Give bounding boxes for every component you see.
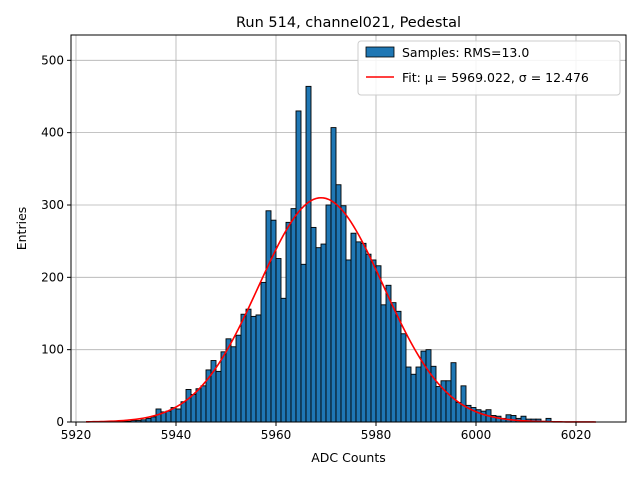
histogram-bar (295, 110, 302, 423)
histogram-bar (410, 373, 417, 423)
histogram-bar (350, 232, 357, 423)
x-tick-label: 5920 (61, 428, 92, 442)
y-tick-label: 500 (41, 53, 64, 67)
histogram-bar (305, 85, 312, 423)
x-tick-label: 6000 (461, 428, 492, 442)
histogram-bar (145, 417, 152, 423)
histogram-bar (280, 297, 287, 423)
histogram-bar (220, 351, 227, 423)
histogram-bar (400, 333, 407, 423)
legend: Samples: RMS=13.0 Fit: μ = 5969.022, σ =… (357, 40, 621, 96)
histogram-bar (480, 410, 487, 423)
histogram-bar (320, 243, 327, 423)
legend-box (357, 40, 621, 96)
y-tick-label: 0 (56, 415, 64, 429)
fit-curve (85, 196, 597, 423)
histogram-bar (285, 221, 292, 423)
y-axis-label: Entries (14, 207, 29, 251)
histogram-bar (335, 184, 342, 423)
histogram-bar (395, 310, 402, 423)
y-axis-ticks: 0 100 200 300 400 500 (41, 53, 71, 429)
plot-frame (70, 34, 627, 423)
histogram-bar (390, 302, 397, 423)
histogram-bar (250, 315, 257, 423)
histogram-bar (265, 210, 272, 423)
histogram-bar (505, 414, 512, 423)
y-tick-label: 100 (41, 343, 64, 357)
histogram-bar (290, 208, 297, 423)
histogram-bar (180, 401, 187, 423)
histogram-bar (255, 314, 262, 423)
histogram-bar (190, 394, 197, 423)
histogram-bar (405, 366, 412, 423)
histogram-bar (340, 205, 347, 423)
histogram-bar (360, 242, 367, 423)
histogram-bar (240, 313, 247, 423)
histogram-bar (200, 385, 207, 423)
histogram-bar (455, 402, 462, 423)
histogram-bar (375, 265, 382, 423)
histogram-bar (230, 346, 237, 423)
histogram-bar (175, 408, 182, 423)
histogram-bar (245, 308, 252, 423)
histogram-bar (150, 416, 157, 423)
legend-samples-label: Samples: RMS=13.0 (402, 45, 529, 60)
histogram-bar (345, 259, 352, 423)
y-tick-label: 400 (41, 126, 64, 140)
histogram-bar (260, 281, 267, 423)
x-tick-label: 5960 (261, 428, 292, 442)
histogram-bar (380, 304, 387, 423)
y-tick-label: 200 (41, 270, 64, 284)
histogram-bars (120, 85, 552, 423)
histogram-bar (365, 253, 372, 423)
histogram-bar (415, 366, 422, 423)
x-axis-label: ADC Counts (311, 450, 386, 465)
histogram-bar (165, 410, 172, 423)
legend-fit-label: Fit: μ = 5969.022, σ = 12.476 (402, 70, 589, 85)
histogram-bar (330, 127, 337, 423)
histogram-bar (445, 380, 452, 423)
x-tick-label: 5980 (361, 428, 392, 442)
histogram-bar (355, 241, 362, 423)
x-axis-ticks: 5920 5940 5960 5980 6000 6020 (61, 422, 592, 442)
legend-samples-swatch (365, 46, 395, 58)
histogram-bar (275, 258, 282, 423)
histogram-bar (235, 334, 242, 423)
histogram-bar (215, 370, 222, 423)
histogram-bar (195, 388, 202, 423)
histogram-bar (300, 263, 307, 423)
histogram-bar (370, 259, 377, 423)
y-tick-label: 300 (41, 198, 64, 212)
histogram-bar (425, 349, 432, 423)
x-tick-label: 6020 (561, 428, 592, 442)
histogram-bar (185, 388, 192, 423)
x-tick-label: 5940 (161, 428, 192, 442)
chart-title: Run 514, channel021, Pedestal (236, 15, 461, 31)
histogram-bar (385, 284, 392, 423)
histogram-bar (315, 247, 322, 423)
histogram-bar (435, 386, 442, 423)
histogram-bar (450, 362, 457, 423)
histogram-bar (325, 204, 332, 423)
histogram-bar (310, 226, 317, 423)
